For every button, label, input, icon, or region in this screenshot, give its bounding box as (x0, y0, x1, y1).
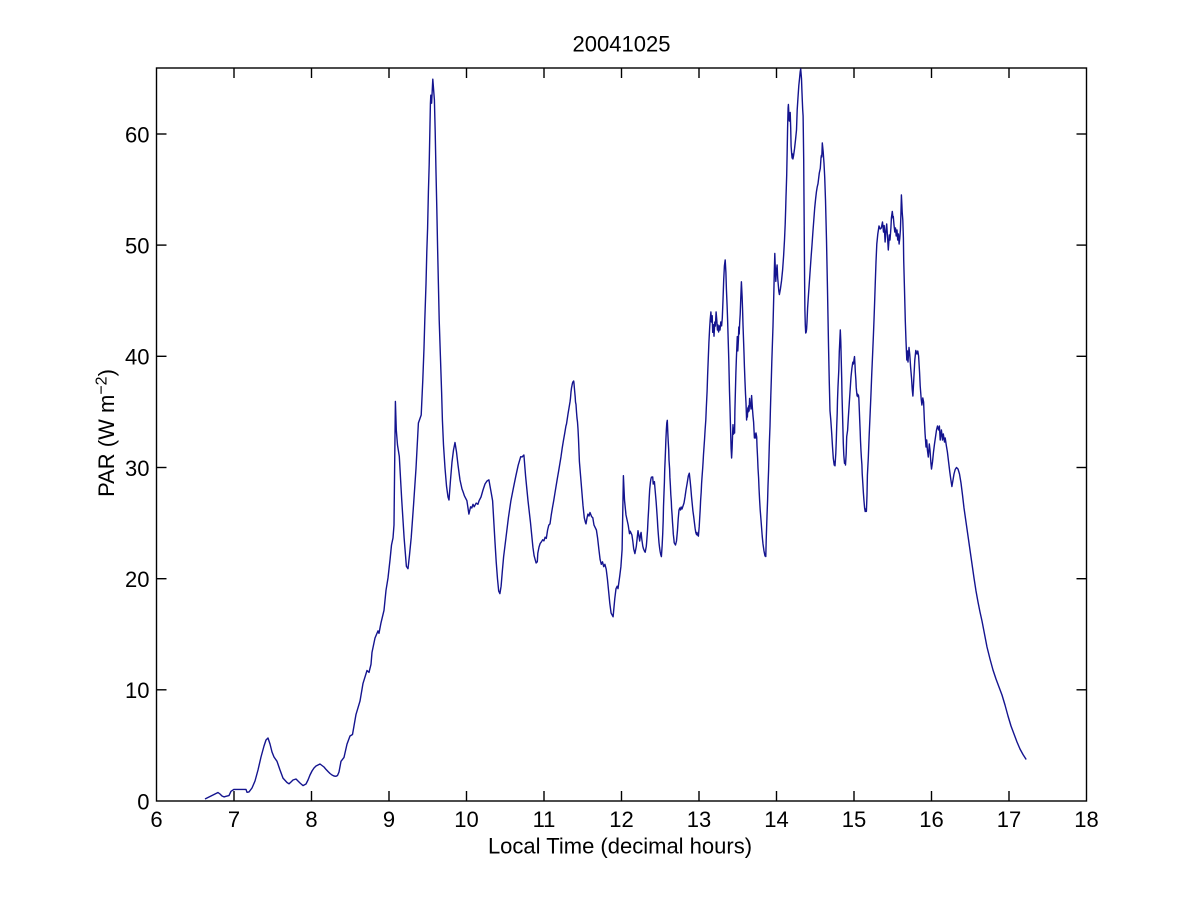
svg-text:11: 11 (533, 807, 556, 832)
svg-text:12: 12 (609, 807, 633, 832)
svg-text:10: 10 (125, 678, 149, 703)
svg-text:6: 6 (150, 807, 162, 832)
svg-text:40: 40 (125, 345, 149, 370)
svg-text:18: 18 (1074, 807, 1098, 832)
svg-text:20041025: 20041025 (573, 31, 671, 56)
svg-text:Local Time (decimal hours): Local Time (decimal hours) (488, 833, 752, 858)
svg-text:14: 14 (764, 807, 788, 832)
svg-text:17: 17 (997, 807, 1021, 832)
svg-text:13: 13 (687, 807, 711, 832)
svg-text:30: 30 (125, 456, 149, 481)
svg-text:0: 0 (137, 789, 149, 814)
svg-text:20: 20 (125, 567, 149, 592)
svg-text:7: 7 (228, 807, 240, 832)
svg-text:60: 60 (125, 122, 149, 147)
svg-text:10: 10 (454, 807, 478, 832)
svg-text:50: 50 (125, 233, 149, 258)
svg-text:8: 8 (305, 807, 317, 832)
svg-text:15: 15 (842, 807, 866, 832)
svg-text:16: 16 (919, 807, 943, 832)
svg-text:9: 9 (383, 807, 395, 832)
